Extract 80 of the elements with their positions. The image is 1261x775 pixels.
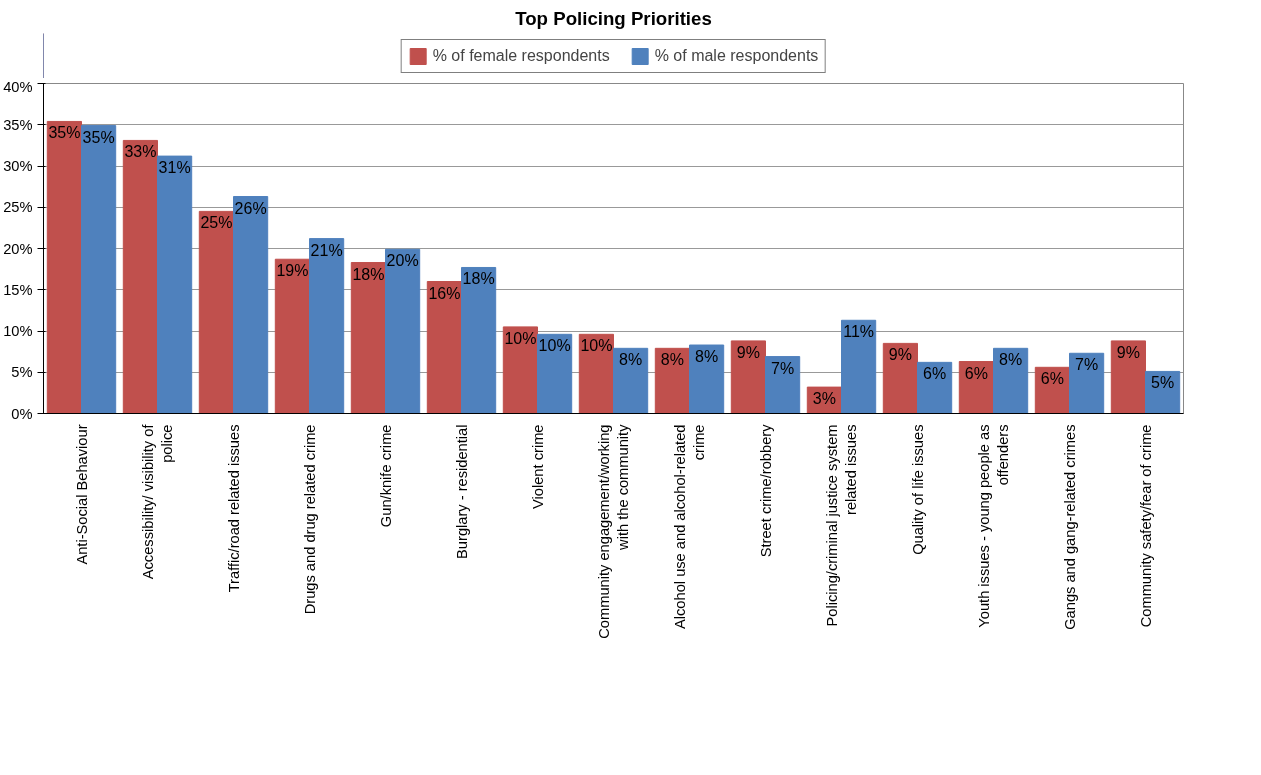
data-label: 8% xyxy=(999,351,1023,369)
y-tick-label: 20% xyxy=(3,240,33,257)
data-label: 8% xyxy=(660,351,684,369)
chart-title: Top Policing Priorities xyxy=(515,7,712,29)
bar xyxy=(461,266,497,414)
x-tick-label: Drugs and drug related crime xyxy=(301,424,318,615)
bar xyxy=(122,139,158,414)
x-tick-label: Anti-Social Behaviour xyxy=(73,424,90,565)
data-label: 10% xyxy=(504,329,537,347)
bar xyxy=(385,248,421,414)
bar xyxy=(882,342,918,414)
data-label: 25% xyxy=(200,214,233,232)
bar xyxy=(1069,352,1105,414)
bar xyxy=(730,340,766,414)
x-tick-label: Community safety/fear of crime xyxy=(1137,424,1154,628)
y-tick-label: 15% xyxy=(3,281,33,298)
bar xyxy=(613,347,649,414)
y-tick-label: 30% xyxy=(3,158,33,174)
data-label: 8% xyxy=(695,348,719,366)
y-tick-label: 10% xyxy=(3,323,33,339)
data-label: 5% xyxy=(1151,374,1175,392)
legend-label: % of male respondents xyxy=(654,46,819,65)
bar xyxy=(233,196,269,414)
data-label: 31% xyxy=(158,159,191,177)
bar xyxy=(157,155,193,414)
x-tick-label: Burglary - residential xyxy=(453,424,470,559)
x-tick-label: Violent crime xyxy=(529,424,546,509)
y-tick-label: 25% xyxy=(3,199,33,216)
x-tick-label: Street crime/robbery xyxy=(757,423,774,558)
data-label: 35% xyxy=(48,124,81,142)
y-tick-label: 40% xyxy=(3,78,33,95)
data-label: 8% xyxy=(619,351,643,369)
data-label: 26% xyxy=(234,199,267,217)
bar xyxy=(689,344,725,414)
x-tick-label: Quality of life issues xyxy=(909,424,926,555)
bar xyxy=(1110,340,1146,414)
data-label: 10% xyxy=(538,337,571,355)
data-label: 7% xyxy=(1075,356,1099,374)
data-label: 6% xyxy=(964,364,988,382)
bar xyxy=(198,210,234,414)
x-tick-label: Alcohol use and alcohol-related crime xyxy=(671,424,708,630)
bar xyxy=(309,238,345,414)
data-label: 21% xyxy=(310,241,343,259)
x-tick-label: Accessibility/ visibility of police xyxy=(139,423,176,580)
bar xyxy=(426,281,462,414)
bar xyxy=(993,347,1029,414)
bar xyxy=(350,262,386,414)
data-label: 10% xyxy=(580,337,613,355)
bar xyxy=(502,326,538,414)
x-tick-label: Gangs and gang-related crimes xyxy=(1061,424,1078,630)
y-tick-label: 5% xyxy=(11,364,33,381)
bar xyxy=(537,333,573,414)
data-label: 7% xyxy=(771,359,795,377)
data-label: 9% xyxy=(736,343,760,361)
bar xyxy=(765,356,801,414)
data-label: 9% xyxy=(888,346,912,364)
data-label: 20% xyxy=(386,252,419,270)
data-label: 19% xyxy=(276,262,309,280)
x-tick-label: Community engagement/working with the community xyxy=(595,423,632,639)
data-label: 6% xyxy=(1040,370,1064,388)
y-tick-label: 35% xyxy=(3,116,33,133)
bar xyxy=(274,258,310,414)
bar xyxy=(81,125,117,414)
x-tick-label: Gun/knife crime xyxy=(377,424,394,528)
data-label: 11% xyxy=(843,323,875,341)
bar xyxy=(841,319,877,414)
data-label: 3% xyxy=(812,390,836,408)
data-label: 18% xyxy=(462,270,495,288)
data-label: 18% xyxy=(352,265,385,283)
x-tick-label: Policing/criminal justice system related issues xyxy=(823,424,860,627)
data-label: 35% xyxy=(82,128,115,146)
data-label: 33% xyxy=(124,143,157,161)
data-label: 6% xyxy=(923,365,947,383)
data-label: 9% xyxy=(1116,343,1140,361)
x-tick-label: Youth issues - young people as offenders xyxy=(975,424,1012,628)
data-label: 16% xyxy=(428,284,461,302)
bar xyxy=(46,120,82,414)
x-tick-label: Traffic/road related issues xyxy=(225,424,242,593)
legend-label: % of female respondents xyxy=(432,46,610,65)
y-tick-label: 0% xyxy=(11,405,33,422)
